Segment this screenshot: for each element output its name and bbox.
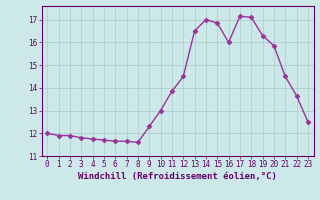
X-axis label: Windchill (Refroidissement éolien,°C): Windchill (Refroidissement éolien,°C) [78,172,277,181]
